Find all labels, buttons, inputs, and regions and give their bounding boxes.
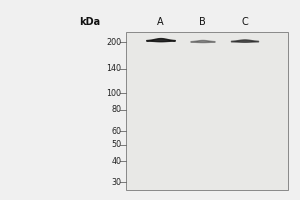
Text: 60: 60 [112,127,122,136]
Text: C: C [241,17,248,27]
Text: 200: 200 [106,38,122,47]
Text: 30: 30 [112,178,122,187]
Text: 140: 140 [106,64,122,73]
Text: 80: 80 [112,105,122,114]
Text: 100: 100 [106,89,122,98]
Text: 40: 40 [112,157,122,166]
FancyBboxPatch shape [126,32,288,190]
Text: 50: 50 [111,140,122,149]
Text: kDa: kDa [80,17,100,27]
Text: B: B [199,17,206,27]
Text: A: A [157,17,164,27]
